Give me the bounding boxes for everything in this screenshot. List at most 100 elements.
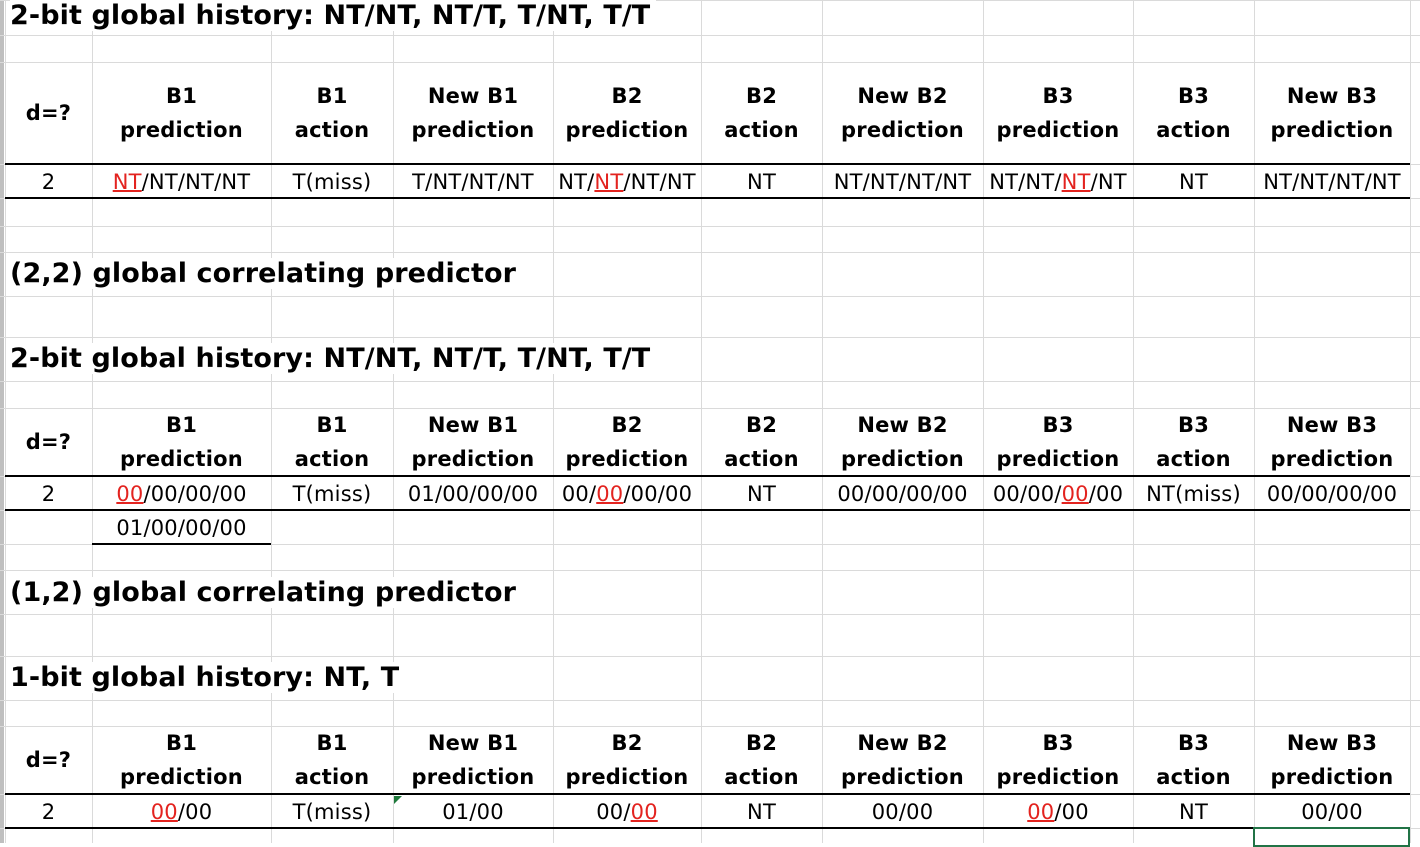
table3-cell-7: NT: [1133, 796, 1254, 828]
cell-text: 00/: [561, 482, 597, 506]
header-line-1: B3: [1042, 84, 1074, 108]
grid-row-line: [0, 408, 1420, 409]
table-border: [5, 475, 1410, 477]
table3-header-2: B1 action: [271, 726, 393, 794]
table-border: [5, 827, 1410, 829]
section-title-1bit-history: 1-bit global history: NT, T: [10, 662, 406, 693]
cell-text: 01/00/00/00: [407, 482, 539, 506]
cell-text: NT/: [558, 170, 595, 194]
table1-cell-7: NT: [1133, 166, 1254, 198]
table3-cell-2: 01/00: [393, 796, 553, 828]
cell-text: 00/00/00/00: [837, 482, 968, 506]
cell-text: 01/00: [442, 800, 504, 824]
grid-column-line: [701, 0, 702, 843]
header-line-1: New B1: [427, 84, 519, 108]
table1-cell-2: T/NT/NT/NT: [393, 166, 553, 198]
table3-header-0: d=?: [5, 726, 92, 794]
header-line-2: prediction: [565, 118, 689, 142]
header-line-1: B2: [745, 413, 778, 437]
table1-header-3: New B1 prediction: [393, 62, 553, 164]
table-border: [92, 543, 271, 545]
table1-header-7: B3 prediction: [983, 62, 1133, 164]
table3-cell-4: NT: [701, 796, 822, 828]
table2-header-2: B1 action: [271, 408, 393, 476]
grid-row-line: [0, 656, 1420, 657]
highlighted-entry: 00: [116, 482, 144, 506]
table3-header-7: B3 prediction: [983, 726, 1133, 794]
highlighted-entry: 00: [150, 800, 178, 824]
cell-text: /00: [1054, 800, 1089, 824]
grid-row-line: [0, 726, 1420, 727]
header-line-2: prediction: [120, 447, 243, 471]
header-line-1: B2: [745, 84, 778, 108]
highlighted-entry: NT: [594, 170, 624, 194]
grid-row-line: [0, 544, 1420, 545]
header-line-2: prediction: [1270, 765, 1394, 789]
grid-row-line: [0, 296, 1420, 297]
cell-text: NT/NT/: [989, 170, 1062, 194]
table1-header-0: d=?: [5, 62, 92, 164]
table-border: [5, 509, 1410, 511]
section-title-2bit-history-1: 2-bit global history: NT/NT, NT/T, T/NT,…: [10, 0, 657, 31]
header-line-2: prediction: [565, 447, 689, 471]
table2-header-9: New B3 prediction: [1254, 408, 1410, 476]
highlighted-entry: 00: [1027, 800, 1055, 824]
header-line-2: prediction: [841, 447, 964, 471]
cell-text: T(miss): [292, 800, 372, 824]
grid-row-line: [0, 226, 1420, 227]
header-line-1: B1: [165, 84, 198, 108]
table2-cell-5: 00/00/00/00: [822, 478, 983, 510]
table3-header-8: B3 action: [1133, 726, 1254, 794]
table3-header-1: B1 prediction: [92, 726, 271, 794]
cell-text: /00/00/00: [143, 482, 247, 506]
grid-column-line: [1410, 0, 1411, 843]
cell-text: /00: [1088, 482, 1124, 506]
grid-row-line: [0, 614, 1420, 615]
section-title-2bit-history-2: 2-bit global history: NT/NT, NT/T, T/NT,…: [10, 343, 657, 374]
table2-cell-7: NT(miss): [1133, 478, 1254, 510]
header-line-1: New B3: [1286, 84, 1378, 108]
table3-header-9: New B3 prediction: [1254, 726, 1410, 794]
table2-header-0: d=?: [5, 408, 92, 476]
grid-row-line: [0, 35, 1420, 36]
table2-header-3: New B1 prediction: [393, 408, 553, 476]
table1-header-6: New B2 prediction: [822, 62, 983, 164]
header-line-1: B1: [165, 731, 198, 755]
grid-column-line: [271, 0, 272, 843]
cell-text: 00/00: [871, 800, 934, 824]
table2-header-7: B3 prediction: [983, 408, 1133, 476]
selected-cell[interactable]: [1253, 827, 1410, 847]
grid-row-line: [0, 62, 1420, 63]
table2-header-4: B2 prediction: [553, 408, 701, 476]
cell-text: NT/NT/NT/NT: [1263, 170, 1401, 194]
table3-cell-3: 00/00: [553, 796, 701, 828]
header-line-2: prediction: [411, 765, 535, 789]
grid-column-line: [5, 0, 6, 843]
table3-cell-0: 00/00: [92, 796, 271, 828]
highlighted-entry: NT: [1061, 170, 1091, 194]
cell-text: 00/00: [1301, 800, 1363, 824]
grid-row-line: [0, 700, 1420, 701]
table2-header-1: B1 prediction: [92, 408, 271, 476]
grid-column-line: [1133, 0, 1134, 843]
header-line-1: B2: [611, 731, 643, 755]
table3-header-5: B2 action: [701, 726, 822, 794]
header-line-2: prediction: [1270, 447, 1394, 471]
header-line-1: B2: [745, 731, 778, 755]
cell-text: NT: [747, 800, 776, 824]
table2-cell-1: T(miss): [271, 478, 393, 510]
table1-header-1: B1 prediction: [92, 62, 271, 164]
header-line-1: B3: [1177, 84, 1210, 108]
grid-column-line: [1254, 0, 1255, 843]
grid-column-line: [92, 0, 93, 843]
table1-cell-3: NT/NT/NT/NT: [553, 166, 701, 198]
table-border: [5, 793, 1410, 795]
header-line-2: action: [294, 118, 370, 142]
cell-text: 00/00/: [992, 482, 1062, 506]
table2-d-value: 2: [41, 482, 56, 506]
table3-cell-6: 00/00: [983, 796, 1133, 828]
header-line-2: action: [724, 118, 799, 142]
table2-cell-0: 00/00/00/00: [92, 478, 271, 510]
header-line-2: action: [1156, 447, 1231, 471]
header-line-2: action: [294, 765, 370, 789]
